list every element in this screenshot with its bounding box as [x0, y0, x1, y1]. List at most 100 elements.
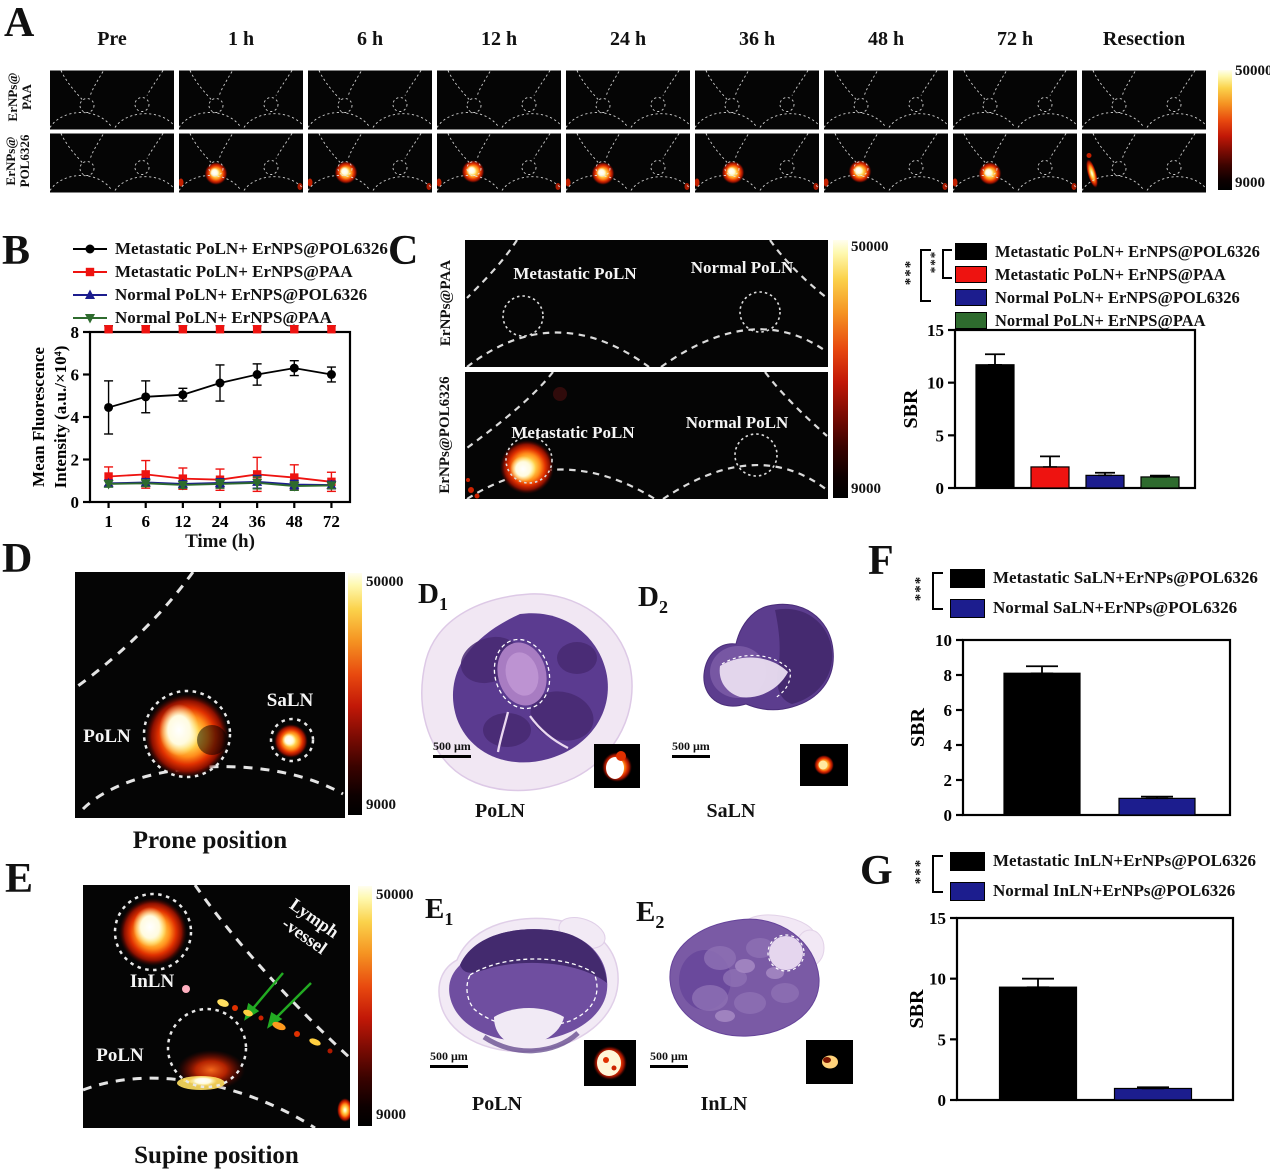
tile-paa-5: [694, 70, 820, 130]
mouse-image-tile: [49, 133, 175, 193]
legend-label: Metastatic InLN+ErNPs@POL6326: [993, 851, 1257, 870]
tile-pol6326-5: [694, 133, 820, 193]
panel-b-xaxis-label: Time (h): [185, 531, 255, 552]
legend-label: Normal PoLN+ ErNPS@PAA: [115, 307, 332, 327]
d2-label-sub: 2: [658, 596, 668, 617]
legend-label: Metastatic SaLN+ErNPs@POL6326: [993, 568, 1258, 587]
panel-c-label: C: [388, 228, 419, 274]
legend-item: Metastatic SaLN+ErNPs@POL6326: [950, 563, 1258, 593]
tile-pol6326-6: [823, 133, 949, 193]
mouse-image-tile: [823, 70, 949, 130]
legend-item: Normal PoLN+ ErNPS@POL6326: [72, 283, 388, 306]
legend-item: Normal PoLN+ ErNPS@PAA: [955, 309, 1260, 332]
plot-frame: [961, 638, 1232, 817]
panel-d2-histology: [703, 603, 834, 711]
hot-spot-core: [726, 166, 737, 177]
metastasis-core: [505, 652, 539, 696]
panel-c-colorbar: [833, 240, 848, 498]
y-tick-label: 15: [929, 909, 946, 928]
legend-item: Normal PoLN+ ErNPS@POL6326: [955, 286, 1260, 309]
mouse-outline-paths: [694, 70, 820, 128]
panel-e1-scalebar: 500 μm: [430, 1049, 468, 1069]
mouse-outline-paths: [466, 240, 828, 367]
y-tick-label: 10: [935, 631, 952, 650]
y-axis-label: SBR: [906, 989, 928, 1028]
legend-swatch: [955, 289, 987, 306]
panel-d1-scalebar: 500 μm: [433, 739, 471, 759]
legend-swatch: [955, 266, 987, 283]
panel-a-row1-label: ErNPs@ PAA: [5, 63, 38, 131]
d1-label-main: D: [418, 578, 439, 610]
signal-speck: [823, 178, 829, 187]
legend-marker: [73, 289, 107, 299]
signal-speck: [1086, 153, 1092, 158]
signal-specks: [466, 478, 480, 499]
hot-spot-core: [466, 165, 477, 176]
signal-speck: [1071, 183, 1077, 190]
e2-label-sub: 2: [655, 911, 665, 932]
panel-g-legend: Metastatic InLN+ErNPs@POL6326 Normal InLN…: [950, 846, 1256, 906]
signal-speck: [307, 178, 313, 187]
panel-f-bracket: [932, 572, 943, 610]
marker-circle: [104, 402, 114, 412]
legend-label: Normal InLN+ErNPs@POL6326: [993, 881, 1236, 900]
marker-triangle-up: [85, 289, 95, 299]
mouse-image-tile: [436, 70, 562, 130]
bar: [1085, 474, 1125, 489]
tile-paa-7: [952, 70, 1078, 130]
mouse-outline-paths: [436, 70, 562, 128]
y-tick-label: 8: [71, 325, 80, 342]
mouse-image-tile: [565, 70, 691, 130]
marker-triangle-down: [252, 478, 263, 489]
mouse-outline-paths: [1081, 70, 1207, 128]
panel-e1-histology: [438, 916, 619, 1054]
metastasis-dashed-outline: [493, 638, 551, 710]
legend-swatch: [955, 312, 987, 329]
marker-circle: [326, 370, 336, 379]
x-tick-label: 1: [104, 512, 113, 531]
y-tick-label: 10: [927, 374, 944, 393]
faint-signal: [553, 387, 567, 401]
marker-square: [215, 325, 225, 334]
bar: [1140, 476, 1180, 489]
marker-square: [104, 325, 113, 334]
mouse-outline-paths: [307, 70, 433, 128]
mouse-image-tile: [178, 70, 304, 130]
mouse-image-tile: [565, 133, 691, 193]
plot-frame: [955, 916, 1235, 1102]
panel-d-fluorescence-image: PoLN SaLN: [75, 572, 345, 818]
timepoint-label: Resection: [1102, 28, 1186, 50]
panel-f-bar-chart: 0 2 4 6 8 10 SBR: [907, 631, 1232, 825]
tile-paa-2: [307, 70, 433, 130]
panel-d-caption: Prone position: [132, 827, 288, 854]
panel-f-significance: ***: [912, 575, 929, 602]
panel-e-fluorescence-image: InLN Lymph -vessel PoLN: [83, 885, 350, 1128]
panel-e-colorbar-max: 50000: [376, 887, 414, 903]
marker-circle: [178, 390, 188, 400]
mouse-outline-paths: [436, 133, 562, 191]
panel-d1-label: D1: [418, 580, 448, 613]
marker-square: [252, 470, 262, 479]
metastasis-dashed-outline: [721, 654, 791, 699]
mouse-image-tile: [952, 133, 1078, 193]
mouse-outline-paths: [565, 133, 691, 191]
legend-item: Normal SaLN+ErNPs@POL6326: [950, 593, 1258, 623]
panel-d2-inset: [800, 744, 848, 791]
panel-e-colorbar-min: 9000: [376, 1107, 406, 1123]
panel-e2-caption: InLN: [700, 1093, 748, 1115]
x-tick-label: 36: [249, 512, 266, 531]
tile-pol6326-2: [307, 133, 433, 193]
lymph-vessel-dots: [182, 985, 350, 1122]
tile-paa-4: [565, 70, 691, 130]
poln-glow-core: [189, 1076, 217, 1086]
signal-speck: [813, 183, 819, 190]
bar: [998, 986, 1078, 1101]
timepoint-label: 72 h: [996, 28, 1034, 50]
panel-c-image-paa: Metastatic PoLN Normal PoLN: [465, 240, 828, 367]
y-tick-label: 6: [944, 701, 953, 720]
legend-item: Metastatic PoLN+ ErNPS@POL6326: [955, 240, 1260, 263]
signal-speck: [694, 178, 700, 187]
legend-swatch: [950, 568, 985, 588]
x-tick-label: 6: [141, 512, 150, 531]
mouse-image-tile: [178, 133, 304, 193]
